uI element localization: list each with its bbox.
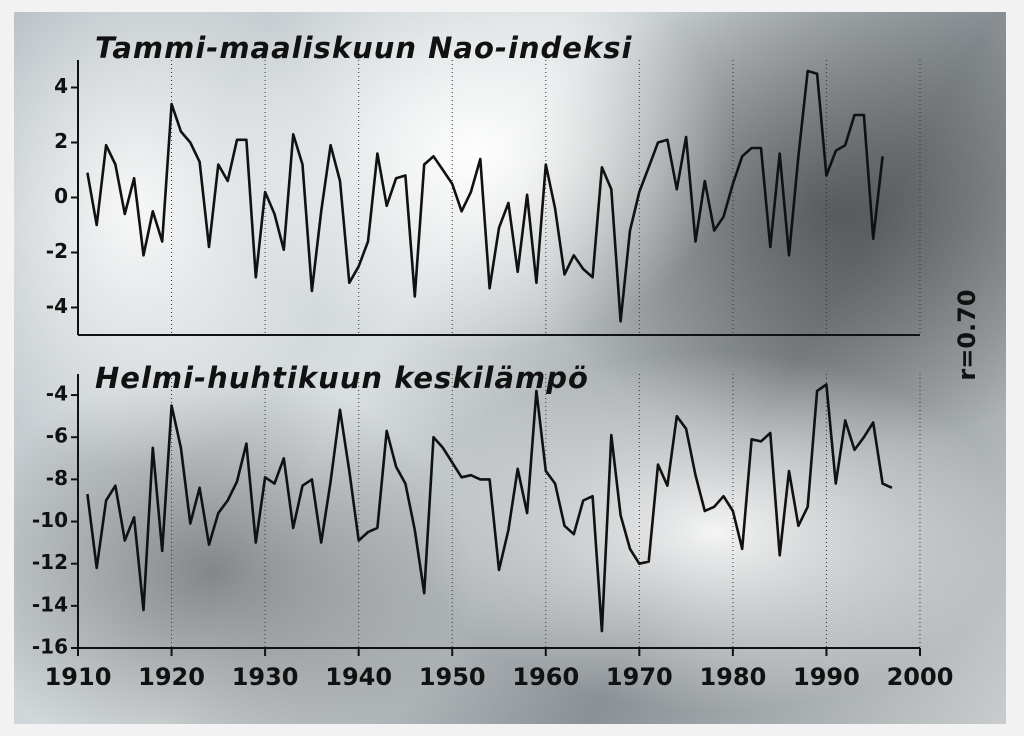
y-tick-label: -4 — [46, 382, 68, 406]
y-tick-label: -12 — [32, 550, 68, 574]
x-tick-label: 1980 — [699, 663, 766, 691]
y-tick-label: 4 — [54, 74, 68, 98]
y-tick-label: 0 — [54, 184, 68, 208]
y-tick-label: -8 — [46, 466, 68, 490]
x-tick-label: 1940 — [325, 663, 392, 691]
y-tick-label: -10 — [32, 508, 68, 532]
data-line — [86, 69, 884, 323]
x-tick-label: 1990 — [793, 663, 860, 691]
y-tick-label: 2 — [54, 129, 68, 153]
chart-title: Helmi-huhtikuun keskilämpö — [95, 361, 589, 395]
y-tick-label: -16 — [32, 635, 68, 659]
x-tick-label: 1960 — [512, 663, 579, 691]
chart-title: Tammi-maaliskuun Nao-indeksi — [95, 31, 632, 65]
y-tick-label: -4 — [46, 294, 68, 318]
x-tick-label: 1920 — [138, 663, 205, 691]
x-tick-label: 1930 — [232, 663, 299, 691]
x-tick-label: 1970 — [606, 663, 673, 691]
y-tick-label: -6 — [46, 424, 68, 448]
annotation: r=0.70 — [953, 289, 981, 380]
y-tick-label: -14 — [32, 592, 68, 616]
x-tick-label: 2000 — [887, 663, 954, 691]
data-line — [86, 383, 893, 633]
x-tick-label: 1910 — [45, 663, 112, 691]
x-tick-label: 1950 — [419, 663, 486, 691]
y-tick-label: -2 — [46, 239, 68, 263]
